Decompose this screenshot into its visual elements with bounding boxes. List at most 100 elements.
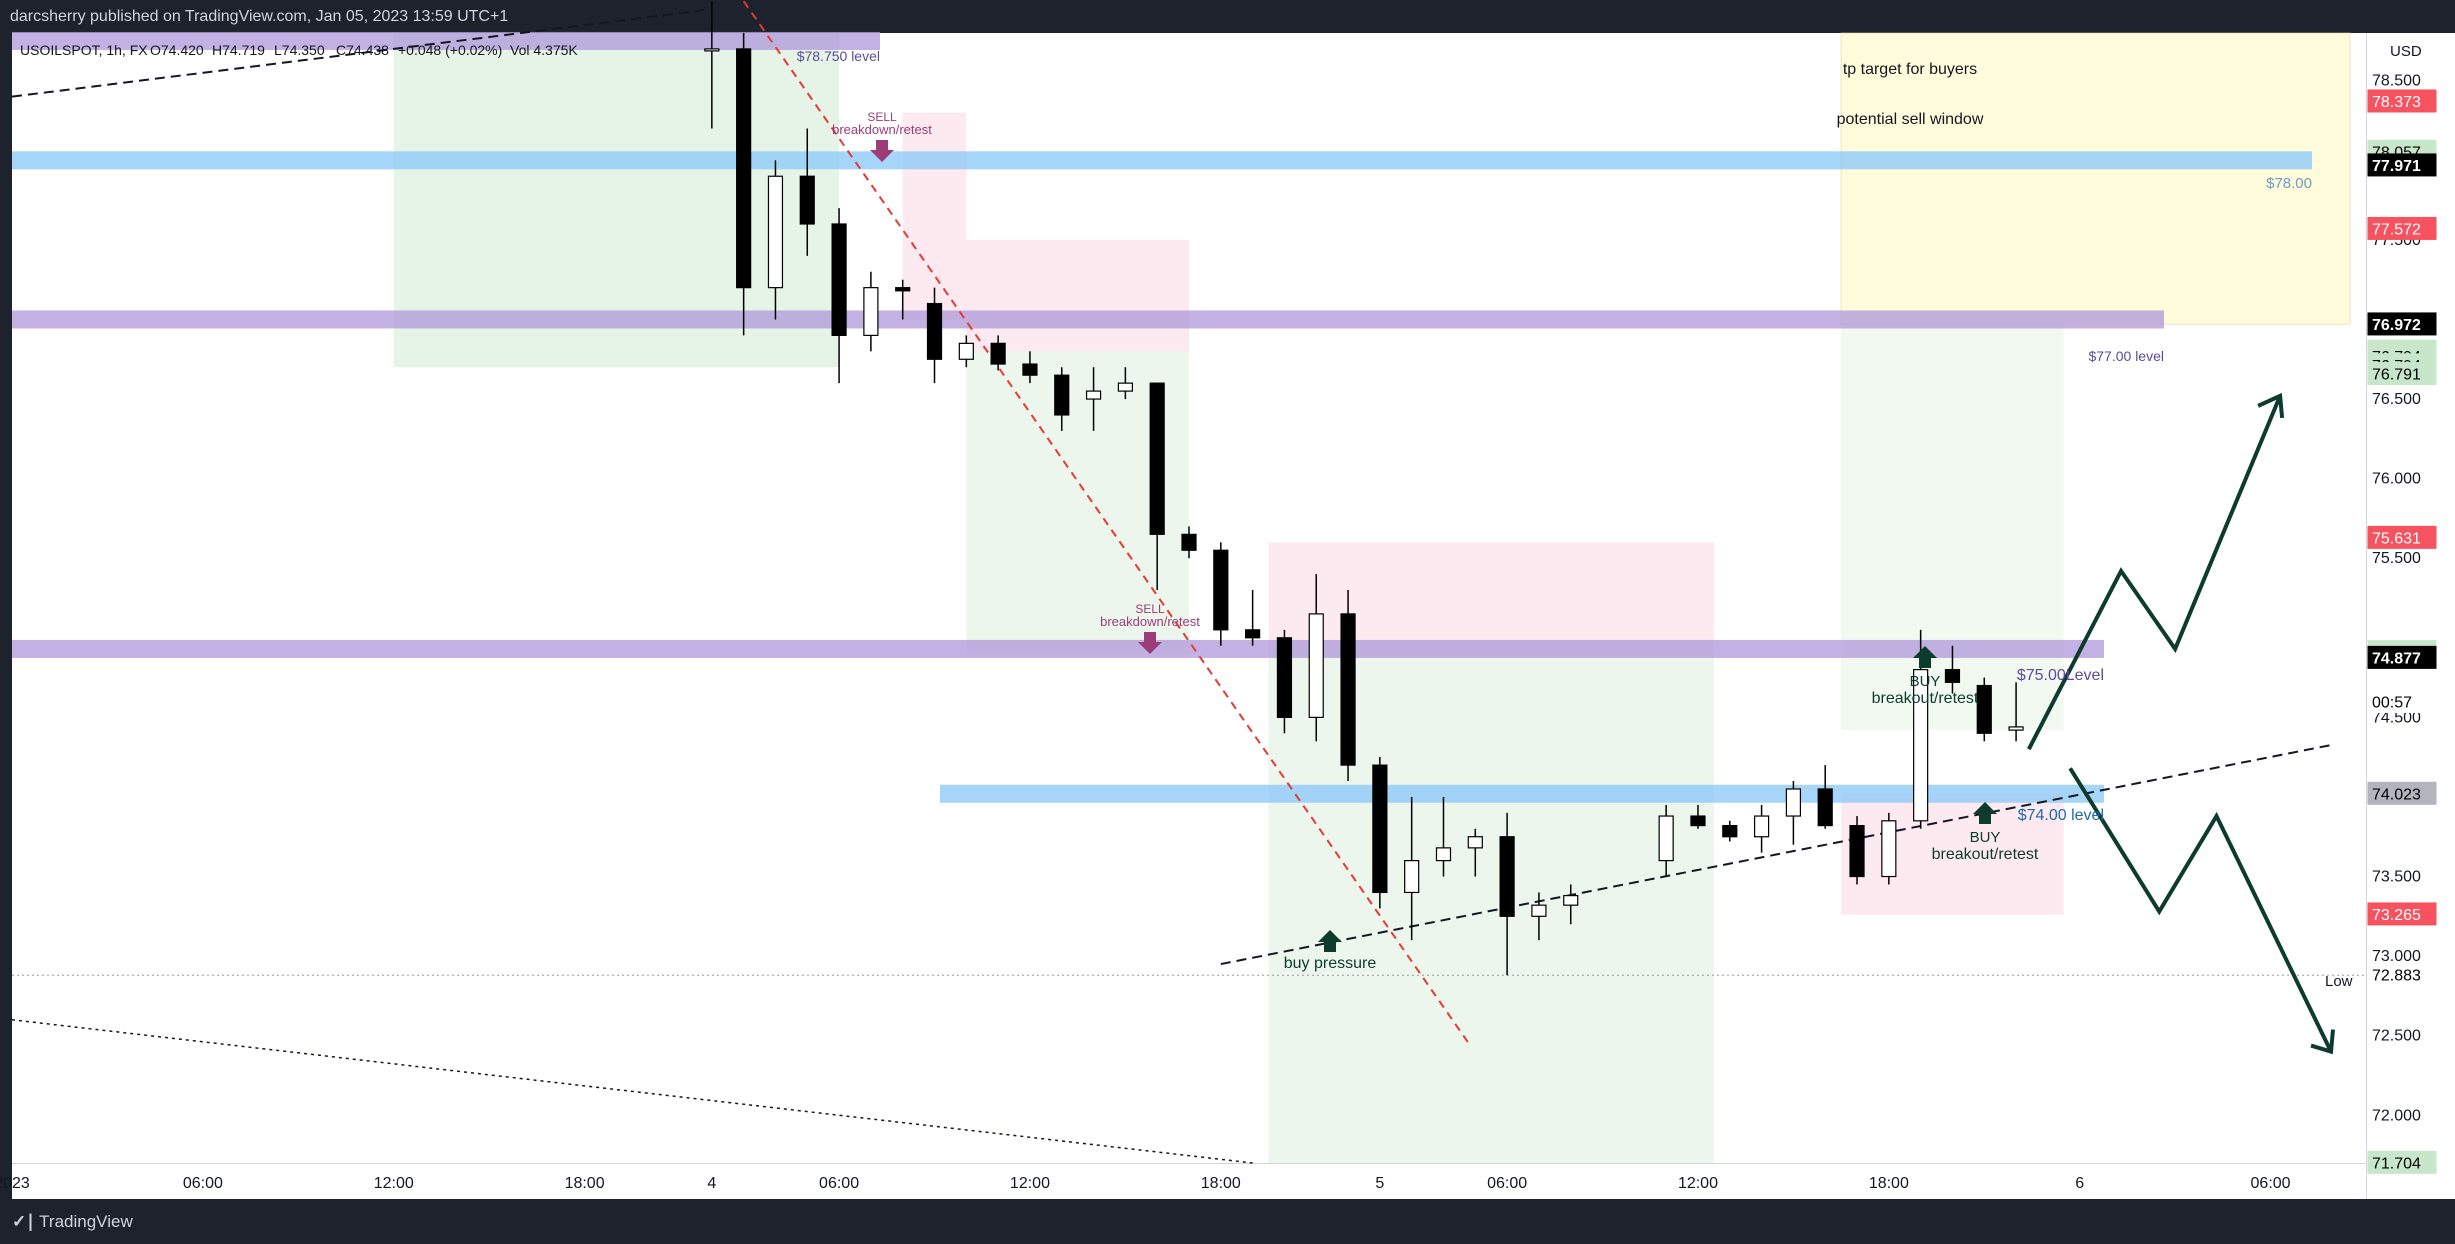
candle-body — [1308, 613, 1324, 718]
price-label-box — [2367, 153, 2437, 177]
price-label: 00:57 — [2372, 694, 2412, 711]
sell-arrow-2-icon — [1138, 632, 1162, 654]
candle-body — [1722, 824, 1738, 838]
price-tick: 75.500 — [2372, 550, 2421, 567]
annotations-layer — [870, 140, 2335, 1055]
price-label-box — [2367, 645, 2437, 669]
sell-sub-2: breakdown/retest — [1100, 614, 1200, 629]
sell-sub-1: breakdown/retest — [832, 122, 932, 137]
price-label: 76.972 — [2372, 317, 2421, 334]
price-label-box — [2367, 781, 2437, 805]
candle-body — [1785, 788, 1802, 817]
upper-trendline — [11, 8, 712, 98]
candle-body — [704, 48, 720, 52]
candle-body — [1404, 860, 1420, 894]
level-label-78: $78.00 — [2266, 175, 2312, 192]
zone-yellow-tp — [1840, 32, 2351, 325]
candle-body — [1467, 836, 1483, 849]
price-label: 75.631 — [2372, 530, 2421, 547]
price-label: 71.704 — [2372, 1155, 2421, 1172]
legend-open: O74.420 — [150, 42, 204, 58]
time-tick: 12:00 — [374, 1175, 414, 1192]
buy-sub-2: breakout/retest — [1932, 846, 2039, 863]
candle-body — [1976, 684, 1992, 734]
level-label-74: $74.00 level — [2018, 807, 2104, 824]
price-label-box — [2367, 89, 2437, 113]
time-tick: 18:00 — [1201, 1175, 1241, 1192]
price-label-box — [2367, 1150, 2437, 1174]
legend-low: L74.350 — [274, 42, 325, 58]
time-tick: 6 — [2075, 1175, 2084, 1192]
price-label-box — [2367, 902, 2437, 926]
zone-red-3 — [1268, 542, 1714, 649]
candle-body — [1753, 815, 1770, 838]
low-label: Low — [2325, 973, 2353, 990]
candle-body — [1022, 363, 1038, 376]
trendlines-layer — [11, 0, 2335, 1164]
zone-red-1 — [902, 112, 967, 320]
candle-body — [958, 342, 974, 360]
candle-body — [831, 223, 847, 336]
legend-volume: Vol 4.375K — [510, 42, 578, 58]
candle-body — [767, 175, 784, 289]
sell-label-1: SELL — [867, 110, 897, 124]
legend-change: +0.048 (+0.02%) — [398, 42, 502, 58]
candle-body — [1149, 382, 1165, 535]
time-tick: 06:00 — [183, 1175, 223, 1192]
candle-body — [895, 287, 911, 292]
price-tick: 78.500 — [2372, 73, 2421, 90]
zone-green-3 — [1268, 648, 1714, 1163]
levels-layer — [12, 31, 2366, 976]
candle-body — [2008, 726, 2024, 731]
candle-body — [1213, 549, 1229, 631]
price-label-box — [2367, 963, 2437, 987]
time-tick: 12:00 — [1678, 1175, 1718, 1192]
candle-body — [1913, 669, 1929, 822]
buy-pressure-label: buy pressure — [1284, 955, 1377, 972]
candle-body — [736, 48, 752, 289]
time-tick: 5 — [1375, 1175, 1384, 1192]
candle-body — [1276, 637, 1293, 718]
buy-arrow-2-icon — [1973, 802, 1997, 824]
level-band-75 — [12, 639, 2104, 658]
price-label-box — [2367, 312, 2437, 336]
candle-body — [1531, 904, 1547, 917]
note-sell-window: potential sell window — [1837, 111, 1984, 128]
level-label-77: $77.00 level — [2088, 348, 2164, 364]
buy-sub-1: breakout/retest — [1872, 690, 1979, 707]
buy-label-2: BUY — [1970, 829, 2001, 846]
level-band-78 — [12, 151, 2312, 170]
sell-arrow-1-icon — [870, 140, 894, 162]
price-label-box — [2367, 525, 2437, 549]
candle-body — [1372, 764, 1388, 894]
bearish-projection-path — [2068, 767, 2333, 1053]
publisher-bar: darcsherry published on TradingView.com,… — [0, 0, 2455, 33]
price-label: 74.877 — [2372, 650, 2421, 667]
price-label: 76.791 — [2372, 367, 2421, 384]
price-tick: 74.500 — [2372, 709, 2421, 726]
candle-body — [1690, 815, 1706, 827]
time-tick: 4 — [707, 1175, 716, 1192]
time-axis[interactable] — [12, 1163, 2366, 1200]
buy-pressure-arrow-icon — [1318, 930, 1342, 952]
publisher-text: darcsherry published on TradingView.com,… — [10, 8, 509, 25]
level-label-75: $75.00Level — [2017, 667, 2104, 684]
candle-body — [1849, 824, 1865, 878]
zones-layer — [393, 32, 2351, 1163]
price-label-box — [2367, 362, 2437, 386]
time-tick: 12:00 — [1010, 1175, 1050, 1192]
level-band-77 — [12, 310, 2164, 329]
sell-label-2: SELL — [1135, 602, 1165, 616]
candle-body — [1085, 390, 1102, 400]
candle-body — [1435, 847, 1452, 862]
candle-body — [799, 175, 815, 225]
time-tick: 06:00 — [2251, 1175, 2291, 1192]
footer-bar: ✓∣ TradingView — [0, 1199, 2455, 1244]
legend-symbol: USOILSPOT, 1h, FX — [20, 42, 148, 58]
price-label: 72.883 — [2372, 968, 2421, 985]
support-trendline — [1220, 743, 2335, 966]
candle-body — [1499, 836, 1515, 917]
level-band-74 — [940, 784, 2104, 803]
candle-body — [1563, 895, 1579, 906]
